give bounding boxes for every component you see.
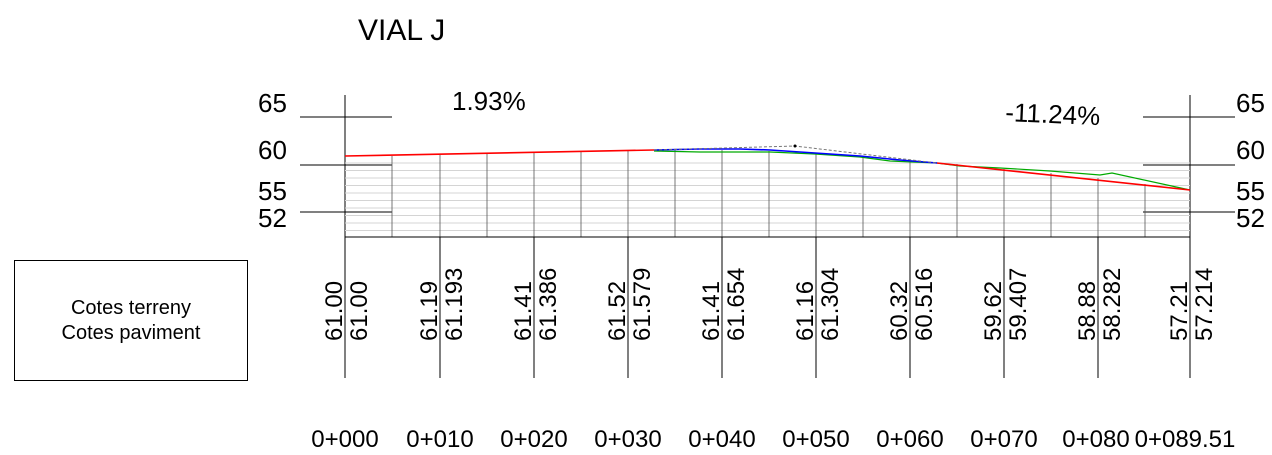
right-elevation-scale: 65 60 55 52 (1143, 88, 1265, 237)
terreny-elevation-value: 61.41 (698, 281, 725, 341)
paviment-line-red (344, 149, 655, 157)
legend-terreny-label: Cotes terreny (70, 296, 192, 319)
terreny-elevation-value: 61.41 (510, 281, 537, 341)
paviment-elevation-value: 61.386 (535, 268, 562, 341)
terreny-elevation-value: 57.21 (1166, 281, 1193, 341)
paviment-elevation-value: 61.654 (723, 268, 750, 341)
elevation-label-52-right: 52 (1236, 203, 1265, 233)
profile-grid (345, 150, 1190, 237)
station-label: 0+050 (782, 426, 849, 450)
station-label: 0+080 (1062, 426, 1129, 450)
terreny-elevation-value: 61.19 (416, 281, 443, 341)
elevation-label-55-right: 55 (1236, 176, 1265, 206)
profile-title: VIAL J (358, 14, 445, 47)
paviment-elevation-value: 61.579 (629, 268, 656, 341)
station-label: 0+000 (311, 426, 378, 450)
paviment-elevation-value: 61.304 (817, 268, 844, 341)
tangent-extension-line (653, 145, 938, 164)
slope-left-label: 1.93% (452, 86, 526, 116)
legend-paviment-label: Cotes paviment (61, 321, 201, 344)
terreny-elevation-value: 61.52 (604, 281, 631, 341)
station-label: 0+020 (500, 426, 567, 450)
pvi-marker (793, 144, 797, 148)
station-label: 0+060 (876, 426, 943, 450)
paviment-elevation-value: 57.214 (1191, 268, 1218, 341)
paviment-elevation-value: 60.516 (911, 268, 938, 341)
elevation-label-65-right: 65 (1236, 88, 1265, 118)
elevation-label-65: 65 (258, 88, 287, 118)
station-label: 0+070 (970, 426, 1037, 450)
terreny-elevation-value: 60.32 (886, 281, 913, 341)
elevation-label-52: 52 (258, 203, 287, 233)
elevation-label-60-right: 60 (1236, 135, 1265, 165)
terreny-elevation-value: 59.62 (980, 281, 1007, 341)
paviment-elevation-value: 58.282 (1099, 268, 1126, 341)
paviment-elevation-value: 59.407 (1005, 268, 1032, 341)
elevation-label-55: 55 (258, 176, 287, 206)
station-label: 0+040 (688, 426, 755, 450)
paviment-elevation-value: 61.193 (441, 268, 468, 341)
slope-right-label: -11.24% (1005, 97, 1101, 131)
station-label: 0+030 (594, 426, 661, 450)
elevation-data-band: 61.0061.000+00061.1961.1930+01061.4161.3… (311, 237, 1236, 453)
legend-box: Cotes terreny Cotes paviment (14, 260, 248, 381)
terreny-elevation-value: 58.88 (1074, 281, 1101, 341)
paviment-elevation-value: 61.00 (346, 281, 373, 341)
elevation-label-60: 60 (258, 135, 287, 165)
paviment-line-red-right (936, 162, 1191, 191)
terreny-elevation-value: 61.16 (792, 281, 819, 341)
left-elevation-scale: 65 60 55 52 (258, 88, 392, 237)
terreny-elevation-value: 61.00 (321, 281, 348, 341)
station-label: 0+010 (406, 426, 473, 450)
station-label: 0+089.51 (1135, 426, 1236, 450)
